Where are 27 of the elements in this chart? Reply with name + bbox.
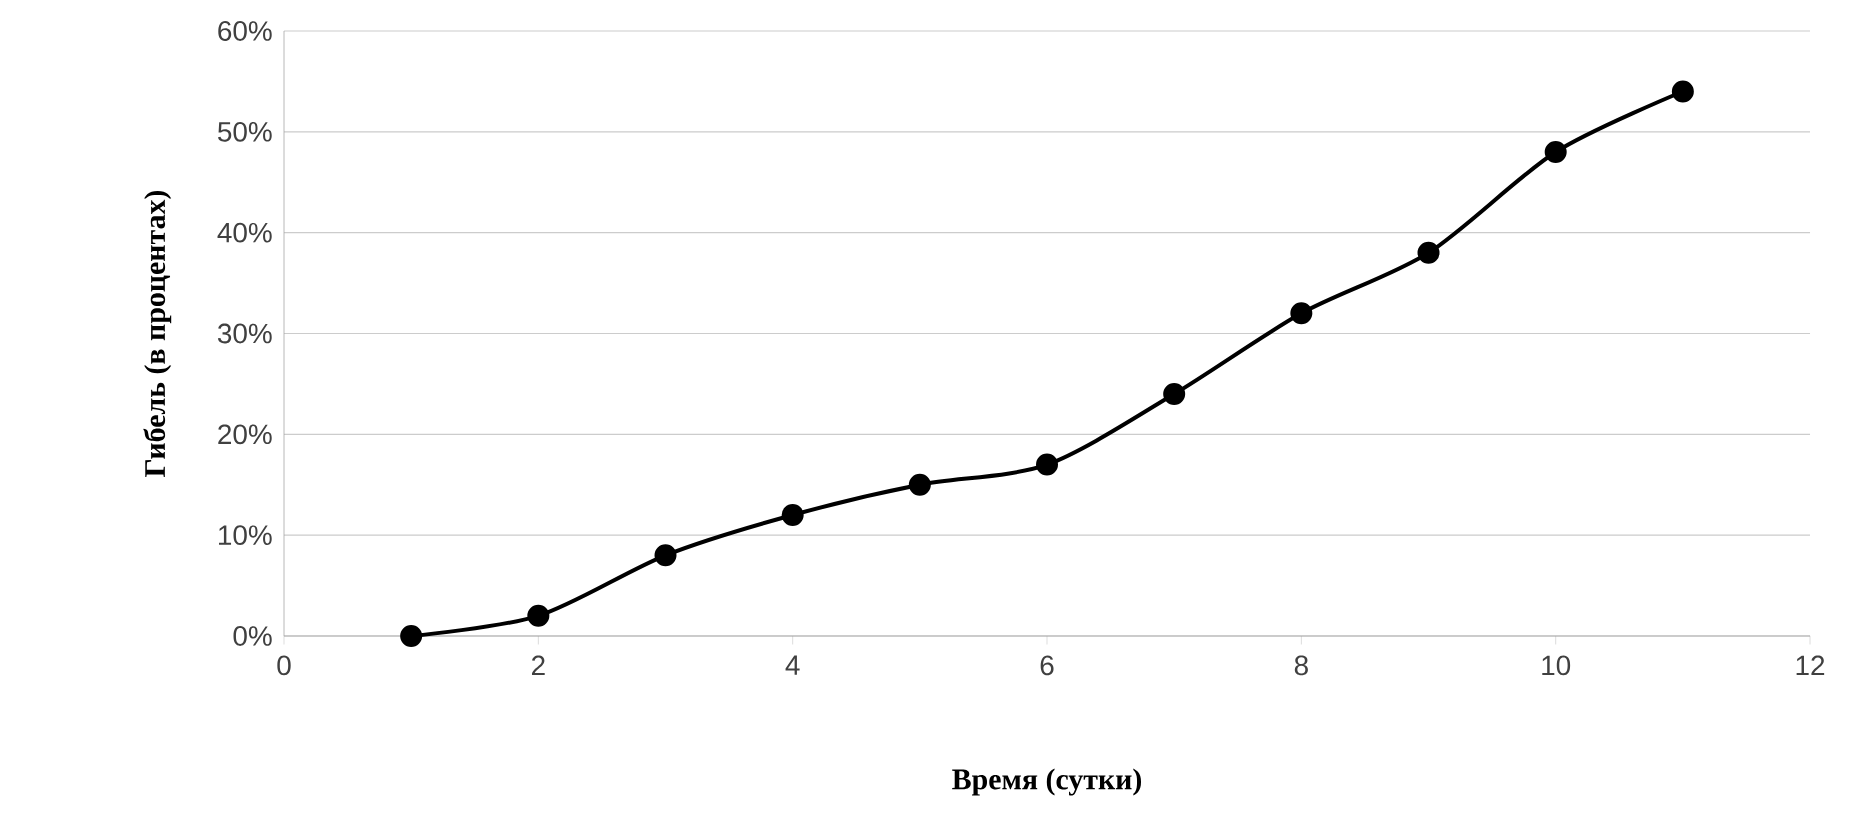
x-tick-label: 8 [1294, 655, 1308, 676]
y-tick-label: 30% [217, 323, 272, 344]
point [1290, 302, 1313, 325]
point [1036, 453, 1059, 476]
point [527, 604, 550, 627]
point [400, 625, 423, 647]
y-tick-label: 0% [233, 626, 272, 646]
x-tick-label: 4 [785, 655, 800, 675]
point [1671, 80, 1694, 103]
y-tick-label: 60% [218, 21, 272, 41]
y-tick-label: 20% [218, 424, 272, 445]
point [1163, 383, 1186, 405]
x-tick-label: 0 [277, 655, 291, 676]
x-tick-label: 6 [1040, 655, 1054, 676]
y-axis-title: Гибель (в процентах) [143, 190, 172, 477]
y-tick-label: 50% [218, 121, 272, 142]
y-tick-label: 10% [219, 525, 272, 546]
x-tick-label: 10 [1542, 655, 1571, 676]
x-tick-label: 12 [1796, 655, 1825, 676]
point [781, 504, 804, 526]
x-axis-title: Время (сутки) [952, 768, 1142, 796]
point [1544, 141, 1567, 164]
point [654, 544, 677, 567]
point [908, 473, 931, 496]
x-tick-label: 2 [531, 655, 545, 676]
point [1417, 241, 1440, 264]
y-tick-label: 40% [217, 222, 272, 243]
